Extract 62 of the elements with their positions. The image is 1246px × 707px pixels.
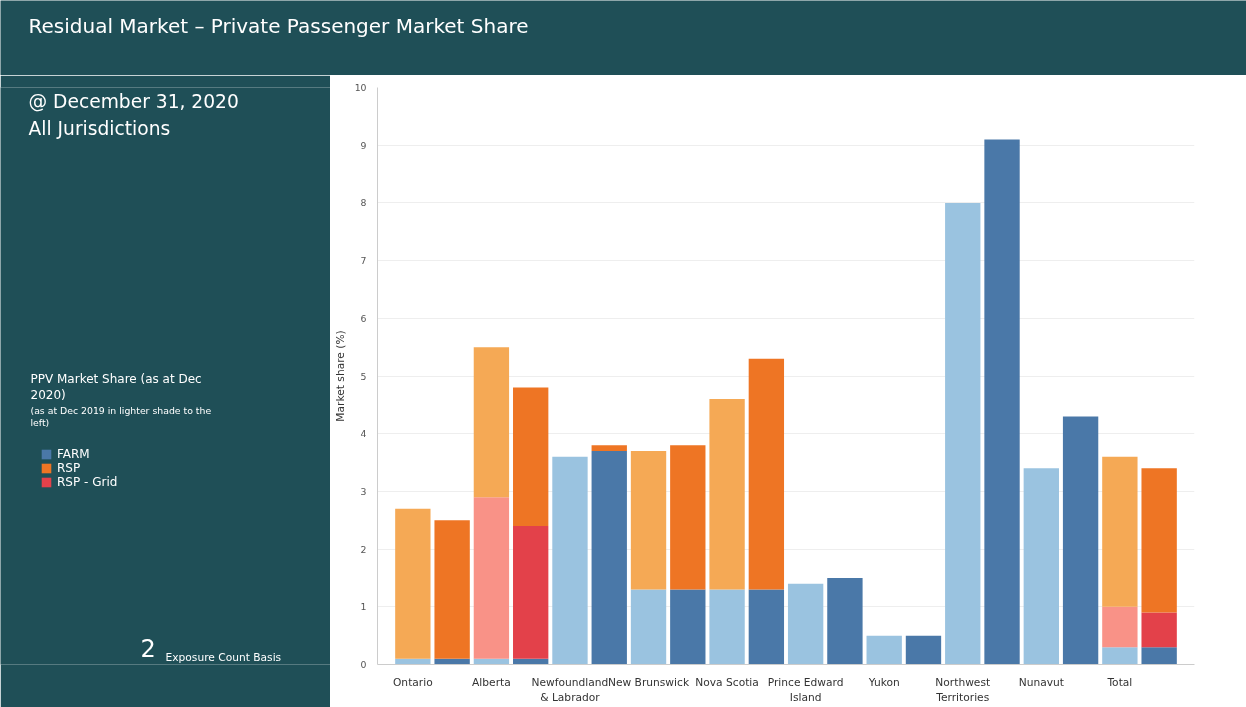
bar xyxy=(552,456,588,665)
x-tick-label: Newfoundland & Labrador xyxy=(531,675,609,705)
legend-label: RSP - Grid xyxy=(57,475,118,489)
y-tick-label: 10 xyxy=(354,82,367,93)
bar xyxy=(748,358,785,590)
text: (as at Dec 2019 in lighter shade to the left) xyxy=(30,405,212,429)
bar xyxy=(1141,468,1177,613)
legend-label: RSP xyxy=(57,461,81,475)
y-tick-label: 5 xyxy=(360,370,367,382)
bar xyxy=(591,445,627,452)
chart-title: Residual Market – Private Passenger Market Share xyxy=(28,13,529,38)
bar xyxy=(1102,606,1138,648)
legend-title: PPV Market Share (as at Dec 2020) xyxy=(30,372,202,402)
bar xyxy=(945,202,981,665)
y-tick-label: 9 xyxy=(360,139,367,151)
text: Exposure Count Basis xyxy=(165,650,282,664)
text: @ December 31, 2020 All Jurisdictions xyxy=(28,91,239,140)
bar xyxy=(1102,456,1138,607)
x-tick-label: Yukon xyxy=(867,675,900,689)
bar xyxy=(630,589,667,665)
bar xyxy=(866,635,902,665)
x-tick-label: Northwest Territories xyxy=(935,675,991,705)
bar xyxy=(748,589,785,665)
bar xyxy=(905,635,942,665)
y-tick-label: 7 xyxy=(360,255,367,267)
bar xyxy=(1023,468,1059,665)
y-tick-label: 1 xyxy=(360,601,367,613)
y-tick-label: 3 xyxy=(360,485,367,497)
x-tick-label: New Brunswick xyxy=(607,675,690,689)
bar xyxy=(709,589,745,665)
x-tick-label: Nova Scotia xyxy=(695,675,759,689)
x-tick-label: Prince Edward Island xyxy=(767,675,844,705)
bar xyxy=(670,589,706,665)
bar xyxy=(395,508,431,659)
x-tick-label: Alberta xyxy=(472,675,511,689)
bar xyxy=(630,451,667,590)
y-axis-title: Market share (%) xyxy=(333,330,347,422)
y-tick-label: 6 xyxy=(360,312,367,324)
bar xyxy=(1141,612,1177,648)
y-tick-label: 4 xyxy=(360,428,367,440)
y-tick-label: 0 xyxy=(360,659,367,670)
x-tick-label: Ontario xyxy=(393,675,433,689)
bar xyxy=(513,526,549,659)
bar xyxy=(709,399,745,590)
legend-label: FARM xyxy=(57,447,90,461)
y-tick-label: 2 xyxy=(360,543,367,555)
bar xyxy=(434,520,470,659)
x-tick-label: Total xyxy=(1106,675,1133,689)
bar xyxy=(513,387,549,527)
bar xyxy=(984,139,1020,665)
y-tick-label: 8 xyxy=(360,197,367,209)
bar xyxy=(473,347,510,498)
bar xyxy=(670,445,706,590)
bar xyxy=(473,497,510,659)
bar xyxy=(591,451,627,665)
text: 2 xyxy=(140,635,156,664)
bar xyxy=(1102,647,1138,665)
bar xyxy=(787,583,824,665)
bar xyxy=(1141,647,1177,665)
bar xyxy=(827,577,863,665)
x-tick-label: Nunavut xyxy=(1018,675,1064,689)
bar xyxy=(1062,416,1099,665)
